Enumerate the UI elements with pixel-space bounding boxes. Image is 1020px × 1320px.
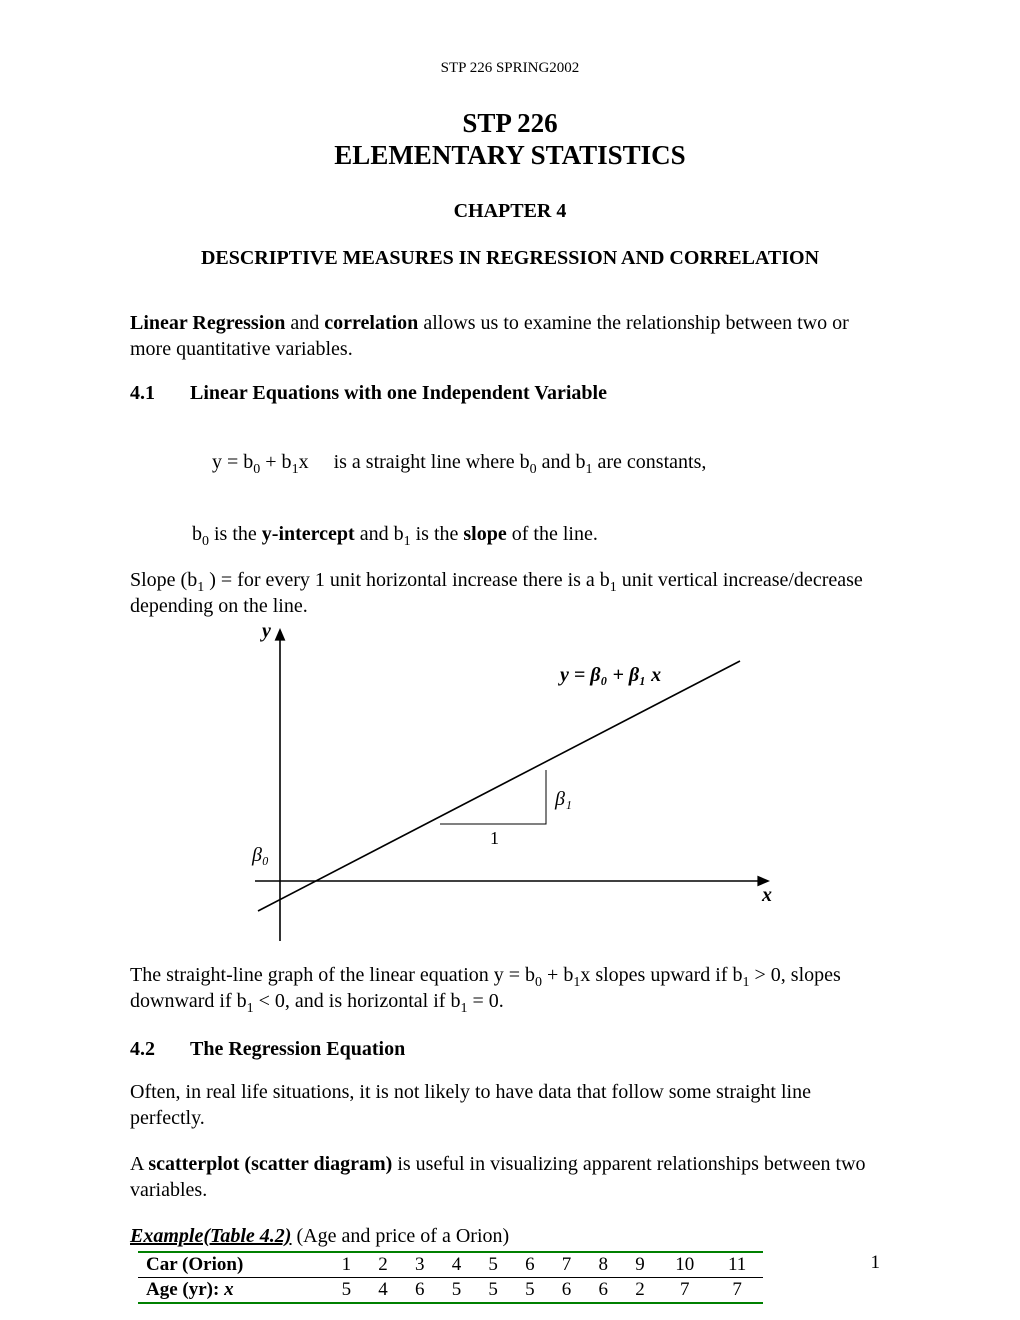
intercept-line: b0 is the y-intercept and b1 is the slop… xyxy=(192,521,890,547)
sec42-p2: A scatterplot (scatter diagram) is usefu… xyxy=(130,1151,890,1203)
intro-bold2: correlation xyxy=(324,312,418,334)
page-number: 1 xyxy=(871,1252,881,1274)
cell: 7 xyxy=(658,1277,711,1303)
document-title: STP 226 ELEMENTARY STATISTICS xyxy=(130,107,890,172)
svg-text:1: 1 xyxy=(490,828,499,848)
page-header: STP 226 SPRING2002 xyxy=(130,60,890,77)
intro-bold1: Linear Regression xyxy=(130,312,285,334)
cell: 5 xyxy=(475,1277,512,1303)
intro-paragraph: Linear Regression and correlation allows… xyxy=(130,310,890,362)
intro-mid: and xyxy=(285,312,324,334)
section-4-2-heading: 4.2The Regression Equation xyxy=(130,1038,890,1061)
cell: 11 xyxy=(711,1252,763,1278)
svg-text:x: x xyxy=(761,884,772,906)
section-4-1-heading: 4.1Linear Equations with one Independent… xyxy=(130,382,890,405)
cell: 10 xyxy=(658,1252,711,1278)
orion-table: Car (Orion) 1 2 3 4 5 6 7 8 9 10 11 Age … xyxy=(138,1251,763,1304)
cell: 5 xyxy=(512,1277,549,1303)
title-line1: STP 226 xyxy=(462,108,557,138)
svg-text:β₁: β₁ xyxy=(554,788,572,810)
cell: 3 xyxy=(401,1252,438,1278)
table-row: Car (Orion) 1 2 3 4 5 6 7 8 9 10 11 xyxy=(138,1252,763,1278)
example-heading: Example(Table 4.2) (Age and price of a O… xyxy=(130,1223,890,1249)
cell: 7 xyxy=(711,1277,763,1303)
row-label: Age (yr): x xyxy=(138,1277,328,1303)
title-line2: ELEMENTARY STATISTICS xyxy=(334,140,685,170)
cell: 5 xyxy=(438,1277,475,1303)
svg-text:y = β₀ + β₁ x: y = β₀ + β₁ x xyxy=(558,664,661,686)
cell: 8 xyxy=(585,1252,622,1278)
example-tail: (Age and price of a Orion) xyxy=(291,1225,509,1247)
cell: 2 xyxy=(622,1277,659,1303)
cell: 2 xyxy=(365,1252,402,1278)
cell: 1 xyxy=(328,1252,365,1278)
svg-text:y: y xyxy=(260,621,271,642)
cell: 7 xyxy=(548,1252,585,1278)
row-label: Car (Orion) xyxy=(138,1252,328,1278)
cell: 6 xyxy=(401,1277,438,1303)
svg-text:β₀: β₀ xyxy=(251,844,269,866)
chapter-label: CHAPTER 4 xyxy=(130,200,890,223)
cell: 5 xyxy=(328,1277,365,1303)
cell: 6 xyxy=(548,1277,585,1303)
after-figure-paragraph: The straight-line graph of the linear eq… xyxy=(130,962,890,1014)
example-label: Example(Table 4.2) xyxy=(130,1225,291,1247)
sec42-p1: Often, in real life situations, it is no… xyxy=(130,1079,890,1131)
section-number: 4.1 xyxy=(130,382,190,405)
cell: 6 xyxy=(585,1277,622,1303)
slope-definition: Slope (b1 ) = for every 1 unit horizonta… xyxy=(130,567,890,619)
cell: 4 xyxy=(365,1277,402,1303)
figure-svg: y x y = β₀ + β₁ x β₁ 1 β₀ xyxy=(250,621,790,951)
cell: 9 xyxy=(622,1252,659,1278)
linear-equation-figure: y x y = β₀ + β₁ x β₁ 1 β₀ xyxy=(250,621,890,956)
section-title: The Regression Equation xyxy=(190,1038,405,1060)
cell: 5 xyxy=(475,1252,512,1278)
equation-line: y = b0 + b1x is a straight line where b0… xyxy=(192,423,890,501)
cell: 6 xyxy=(512,1252,549,1278)
chapter-subtitle: DESCRIPTIVE MEASURES IN REGRESSION AND C… xyxy=(130,247,890,270)
table-row: Age (yr): x 5 4 6 5 5 5 6 6 2 7 7 xyxy=(138,1277,763,1303)
section-number: 4.2 xyxy=(130,1038,190,1061)
section-title: Linear Equations with one Independent Va… xyxy=(190,382,607,404)
cell: 4 xyxy=(438,1252,475,1278)
